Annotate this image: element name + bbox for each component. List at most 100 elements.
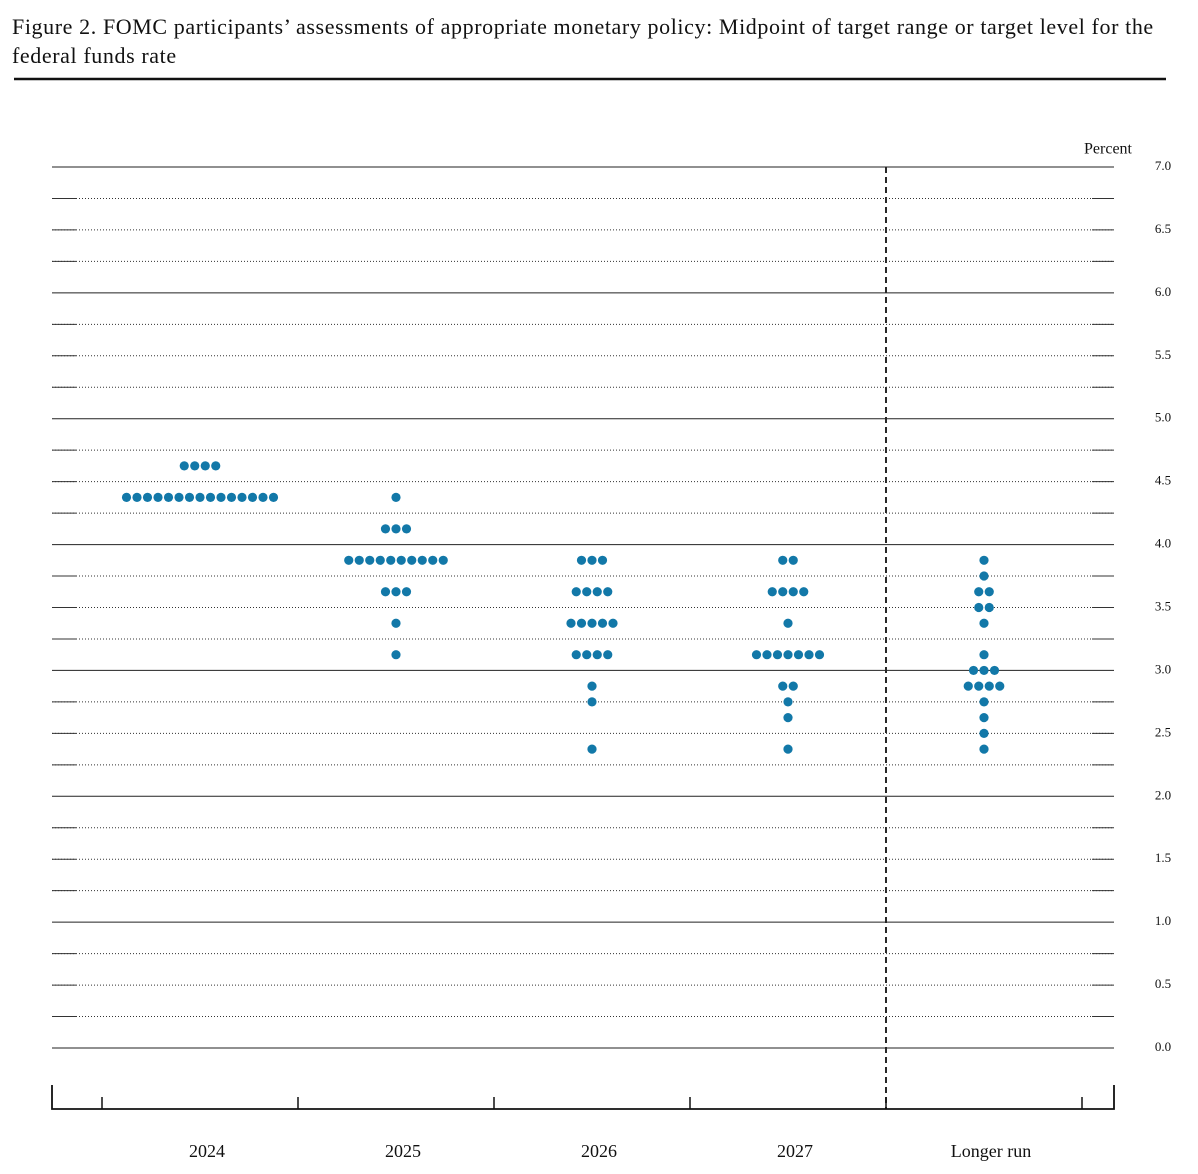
- dot: [778, 587, 788, 597]
- dot: [184, 492, 195, 502]
- dot: [401, 524, 412, 534]
- dot: [587, 555, 597, 565]
- dot: [788, 555, 798, 565]
- dot: [195, 492, 205, 502]
- dot: [974, 602, 984, 613]
- dot: [190, 461, 200, 471]
- dot: [211, 461, 221, 471]
- dot: [582, 587, 592, 597]
- dot: [783, 618, 793, 628]
- dot: [603, 587, 613, 597]
- dot: [804, 650, 814, 660]
- y-tick-label: 3.0: [1155, 661, 1171, 676]
- dot: [571, 650, 581, 660]
- x-tick-label: 2027: [777, 1141, 813, 1161]
- dot: [582, 650, 592, 660]
- dot: [799, 587, 809, 597]
- title-box: Figure 2. FOMC participants’ assessments…: [12, 14, 1154, 68]
- y-tick-label: 2.5: [1155, 724, 1171, 739]
- dot: [984, 587, 994, 597]
- dot: [587, 618, 597, 628]
- dot: [258, 492, 268, 502]
- y-tick-label: 7.0: [1155, 158, 1171, 173]
- dot: [438, 555, 448, 565]
- dot: [354, 555, 364, 565]
- dot: [407, 555, 417, 565]
- dot: [984, 602, 994, 613]
- y-tick-label: 2.0: [1155, 787, 1171, 802]
- dot: [365, 555, 375, 565]
- y-tick-label: 1.5: [1155, 850, 1171, 865]
- dot: [783, 650, 793, 660]
- dot: [968, 665, 979, 676]
- dot: [142, 492, 153, 502]
- dot: [783, 744, 793, 754]
- dot: [979, 665, 989, 676]
- x-tick-label: Longer run: [951, 1141, 1031, 1161]
- dot: [587, 697, 597, 707]
- dot: [814, 650, 825, 660]
- dot: [344, 555, 354, 565]
- dot: [396, 555, 406, 565]
- y-tick-label: 1.0: [1155, 913, 1171, 928]
- dot: [380, 587, 391, 597]
- dot: [226, 492, 237, 502]
- dot: [163, 492, 174, 502]
- dot: [608, 618, 618, 628]
- x-tick-label: 2025: [385, 1141, 421, 1161]
- dot: [984, 681, 994, 691]
- dot: [793, 650, 804, 660]
- dot: [566, 618, 576, 628]
- y-tick-label: 5.5: [1155, 347, 1171, 362]
- dot: [216, 492, 226, 502]
- dot: [979, 713, 989, 723]
- dot: [979, 571, 989, 581]
- dot: [963, 681, 973, 691]
- y-tick-label: 0.0: [1155, 1039, 1171, 1054]
- y-tick-label: 6.0: [1155, 284, 1171, 299]
- dot: [989, 665, 1000, 676]
- dot: [391, 492, 401, 502]
- dot: [576, 618, 587, 628]
- dot: [153, 492, 163, 502]
- dot: [391, 618, 401, 628]
- dot: [778, 681, 788, 691]
- dot: [576, 555, 587, 565]
- dot: [428, 555, 438, 565]
- dot: [417, 555, 427, 565]
- dot: [751, 650, 762, 660]
- dot: [380, 524, 391, 534]
- dot: [571, 587, 581, 597]
- dot: [391, 650, 401, 660]
- dot: [762, 650, 772, 660]
- dot: [979, 650, 989, 660]
- dot: [772, 650, 783, 660]
- x-axis: [51, 1085, 1115, 1110]
- dot: [237, 492, 247, 502]
- dot: [783, 713, 793, 723]
- dot: [391, 524, 401, 534]
- dot: [174, 492, 184, 502]
- y-tick-label: 4.5: [1155, 473, 1171, 488]
- dot: [778, 555, 788, 565]
- dot: [597, 555, 608, 565]
- y-tick-label: 3.5: [1155, 598, 1171, 613]
- chart-title: Figure 2. FOMC participants’ assessments…: [12, 14, 1154, 68]
- dot: [974, 681, 984, 691]
- x-ticks: [101, 1097, 1083, 1109]
- dot: [995, 681, 1005, 691]
- y-tick-label: 5.0: [1155, 410, 1171, 425]
- dot: [375, 555, 385, 565]
- dot: [592, 587, 602, 597]
- dot: [587, 681, 597, 691]
- dot: [200, 461, 210, 471]
- dot: [401, 587, 412, 597]
- dot: [788, 681, 798, 691]
- dot: [979, 728, 989, 738]
- dot: [979, 697, 989, 707]
- dot: [587, 744, 597, 754]
- x-tick-label: 2024: [189, 1141, 225, 1161]
- dot: [132, 492, 142, 502]
- dot: [979, 555, 989, 565]
- x-tick-label: 2026: [581, 1141, 617, 1161]
